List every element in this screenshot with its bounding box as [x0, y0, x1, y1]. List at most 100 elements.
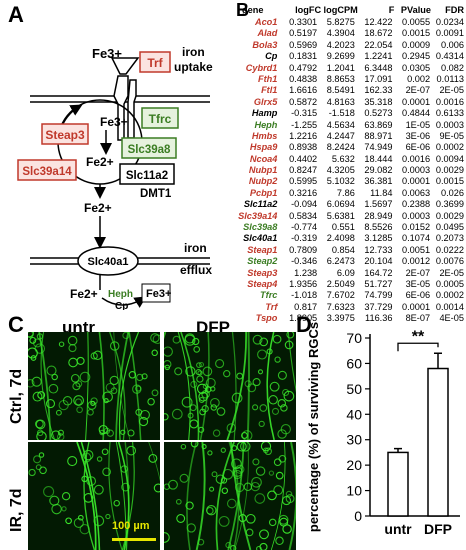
- value-cell: 0.2945: [401, 51, 431, 62]
- value-cell: 88.971: [364, 130, 393, 141]
- table-row: Glrx5 0.5872 4.8163 35.318 0.0001 0.0016: [236, 97, 464, 108]
- value-cell: 4.8163: [326, 96, 355, 107]
- x-tick-label: DFP: [424, 521, 452, 537]
- table-row: Hmbs 1.2216 4.2447 88.971 3E-06 9E-05: [236, 131, 464, 142]
- value-cell: 0.4844: [401, 108, 431, 119]
- value-cell: 9E-05: [439, 130, 464, 141]
- gene-name-cell: Bola3: [252, 39, 278, 50]
- table-header-row: gene logFC logCPM F PValue FDR: [236, 4, 464, 17]
- value-cell: 0.5834: [289, 210, 318, 221]
- value-cell: 18.672: [364, 28, 393, 39]
- value-cell: 162.33: [364, 85, 393, 96]
- table-row: Trf 0.817 7.6323 37.729 0.0001 0.0014: [236, 302, 464, 313]
- value-cell: 74.799: [364, 290, 393, 301]
- value-cell: 0.3216: [289, 187, 318, 198]
- gene-name-cell: Ftl1: [261, 85, 278, 96]
- table-row: Heph -1.255 4.5634 63.869 1E-05 0.0003: [236, 120, 464, 131]
- value-cell: 4.3904: [326, 28, 355, 39]
- slc39a14-box: [17, 159, 77, 181]
- table-row: Cp 0.1831 9.2699 1.2241 0.2945 0.4314: [236, 51, 464, 62]
- value-cell: 0.0002: [435, 290, 464, 301]
- gene-name-cell: Hmbs: [251, 130, 278, 141]
- y-tick-label: 20: [346, 457, 362, 473]
- rgc-survival-chart: percentage (%) of surviving RGCs 0 10 20 30…: [306, 322, 460, 537]
- slc11a2-box: [119, 163, 175, 185]
- value-cell: 0.2388: [401, 199, 431, 210]
- trf-label: Trf: [147, 56, 163, 70]
- value-cell: 0.0305: [401, 62, 431, 73]
- value-cell: 4.5634: [326, 119, 355, 130]
- value-cell: 0.0091: [435, 28, 464, 39]
- table-row: Bola3 0.5969 4.2023 22.054 0.0009 0.006: [236, 40, 464, 51]
- gene-name-cell: Cp: [265, 51, 278, 62]
- value-cell: 0.0003: [401, 165, 431, 176]
- value-cell: 0.0003: [435, 119, 464, 130]
- gene-name-cell: Nubp1: [248, 165, 278, 176]
- fe2-inner-label: Fe2+: [86, 155, 114, 169]
- table-row: Nubp1 0.8247 4.3205 29.082 0.0003 0.0029: [236, 165, 464, 176]
- slc40a1-label: Slc40a1: [88, 256, 129, 268]
- value-cell: 0.854: [331, 244, 355, 255]
- table-row: Hamp -0.315 -1.518 0.5273 0.4844 0.6133: [236, 108, 464, 119]
- gene-name-cell: Nubp2: [248, 176, 278, 187]
- value-cell: 6E-06: [405, 142, 431, 153]
- value-cell: 0.0015: [401, 28, 431, 39]
- fe2-bottom-label: Fe2+: [70, 287, 98, 301]
- value-cell: 7.86: [336, 187, 355, 198]
- value-cell: 0.0016: [435, 96, 464, 107]
- value-cell: 0.551: [331, 222, 355, 233]
- value-cell: 1.2041: [326, 62, 355, 73]
- value-cell: 0.7809: [289, 244, 318, 255]
- y-tick-label: 60: [346, 355, 362, 371]
- value-cell: 18.444: [364, 153, 393, 164]
- bar-untr: [387, 451, 409, 517]
- scale-bar-label: 100 µm: [112, 520, 150, 532]
- x-tick-label: untr: [384, 521, 412, 537]
- value-cell: 0.4792: [289, 62, 318, 73]
- iron-efflux-label-2: efflux: [180, 263, 212, 277]
- value-cell: 0.5197: [289, 28, 318, 39]
- value-cell: 8E-07: [405, 313, 431, 324]
- gene-name-cell: Hamp: [251, 108, 278, 119]
- value-cell: 0.0113: [436, 73, 464, 84]
- iron-uptake-label-1: iron: [182, 45, 205, 59]
- header-logcpm: logCPM: [323, 5, 358, 15]
- value-cell: 51.727: [364, 278, 393, 289]
- value-cell: 2E-05: [439, 85, 464, 96]
- value-cell: 4.2023: [326, 39, 355, 50]
- value-cell: 37.729: [364, 301, 393, 312]
- value-cell: 2.5049: [326, 278, 355, 289]
- heph-cp-arrow: [101, 296, 147, 308]
- micrograph-ctrl-untr: [28, 332, 160, 440]
- value-cell: 0.0009: [401, 39, 431, 50]
- value-cell: -1.018: [291, 290, 318, 301]
- gene-name-cell: Trf: [265, 301, 278, 312]
- significance-annotation: **: [412, 328, 425, 345]
- value-cell: 0.0076: [435, 256, 464, 267]
- value-cell: 8.8653: [326, 73, 355, 84]
- y-tick-label: 30: [346, 432, 362, 448]
- table-row: Slc40a1 -0.319 2.4098 3.1285 0.1074 0.2073: [236, 233, 464, 244]
- value-cell: 0.0495: [435, 222, 464, 233]
- value-cell: 1.2241: [364, 51, 393, 62]
- value-cell: 0.8938: [289, 142, 318, 153]
- value-cell: -0.774: [291, 222, 318, 233]
- value-cell: 0.5872: [289, 96, 318, 107]
- header-fdr: FDR: [445, 5, 464, 15]
- iron-pathway-diagram: Fe3+ Trf iron uptake Tfrc Fe3+ Steap3 Fe…: [17, 45, 213, 310]
- gene-name-cell: Hspa9: [249, 142, 278, 153]
- gene-name-cell: Ncoa4: [249, 153, 278, 164]
- value-cell: 35.318: [364, 96, 393, 107]
- table-row: Ncoa4 0.4402 5.632 18.444 0.0016 0.0094: [236, 154, 464, 165]
- value-cell: 1E-05: [405, 119, 431, 130]
- value-cell: 0.4402: [289, 153, 318, 164]
- value-cell: 0.0222: [435, 244, 464, 255]
- gene-name-cell: Slc40a1: [243, 233, 278, 244]
- value-cell: 2E-05: [439, 267, 464, 278]
- table-row: Slc11a2 -0.094 6.0694 1.5697 0.2388 0.3699: [236, 199, 464, 210]
- panel-letter-d: D: [296, 312, 312, 337]
- header-gene: gene: [242, 5, 264, 15]
- gene-name-cell: Tspo: [255, 313, 278, 324]
- value-cell: 63.869: [364, 119, 393, 130]
- table-row: Alad 0.5197 4.3904 18.672 0.0015 0.0091: [236, 28, 464, 39]
